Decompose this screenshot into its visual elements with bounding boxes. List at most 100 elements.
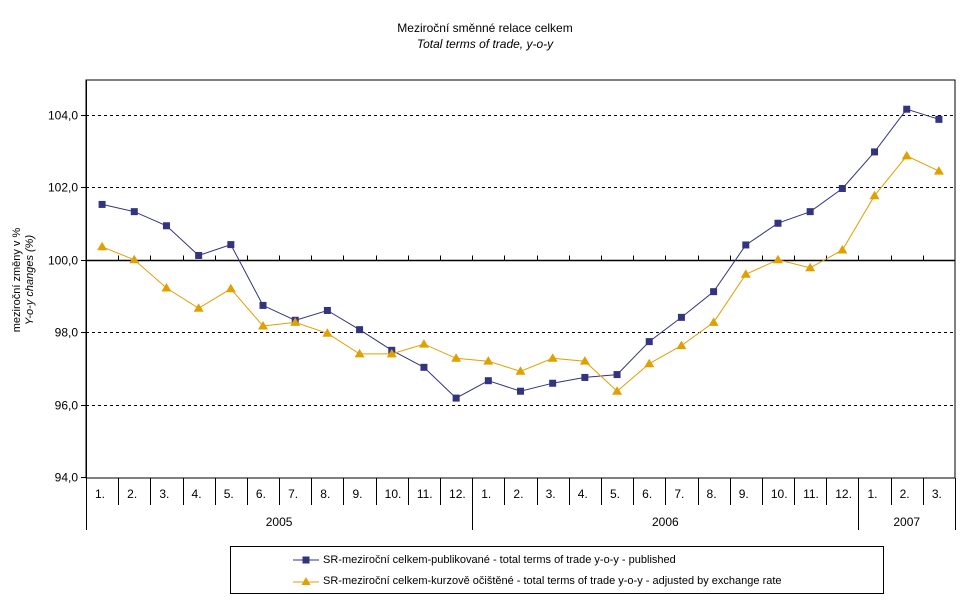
data-point-adjusted: [547, 353, 558, 362]
data-point-adjusted: [483, 356, 494, 365]
y-axis-title-en: Y-o-y changes (%): [24, 235, 36, 326]
x-tick-label: 9.: [352, 487, 362, 501]
data-point-adjusted: [129, 254, 140, 264]
data-point-adjusted: [451, 353, 462, 362]
year-label: 2006: [652, 515, 679, 529]
data-point-adjusted: [612, 386, 623, 395]
data-point-published: [774, 219, 782, 227]
data-point-published: [581, 373, 589, 381]
data-point-published: [98, 200, 106, 208]
data-point-published: [742, 241, 750, 249]
data-point-published: [903, 105, 911, 113]
data-point-adjusted: [515, 366, 526, 375]
x-tick-label: 2.: [127, 487, 137, 501]
data-point-published: [806, 208, 814, 216]
data-point-adjusted: [322, 328, 333, 337]
x-tick-label: 3.: [159, 487, 169, 501]
data-point-published: [227, 241, 235, 249]
plot-area: [85, 79, 956, 479]
x-tick-label: 5.: [610, 487, 620, 501]
y-tick-label: 104,0: [48, 109, 78, 123]
x-tick-label: 12.: [835, 487, 852, 501]
data-point-adjusted: [225, 283, 236, 293]
data-point-published: [710, 288, 718, 296]
data-point-published: [323, 306, 331, 314]
legend-label-adjusted: SR-meziroční celkem-kurzově očištěné - t…: [323, 575, 782, 587]
x-tick-label: 4.: [192, 487, 202, 501]
legend-triangle-marker-icon: [293, 577, 319, 585]
x-tick-label: 2.: [513, 487, 523, 501]
x-tick-label: 8.: [707, 487, 717, 501]
legend: SR-meziroční celkem-publikované - total …: [230, 546, 884, 594]
data-point-adjusted: [772, 254, 783, 264]
x-tick-label: 12.: [449, 487, 466, 501]
data-point-published: [452, 394, 460, 402]
data-point-published: [130, 208, 138, 216]
data-point-published: [838, 184, 846, 192]
data-point-adjusted: [418, 339, 429, 348]
y-tick-label: 102,0: [48, 181, 78, 195]
x-tick-label: 1.: [95, 487, 105, 501]
data-point-adjusted: [193, 303, 204, 312]
x-tick-label: 10.: [385, 487, 402, 501]
x-tick-label: 1.: [867, 487, 877, 501]
legend-square-marker-icon: [293, 556, 319, 564]
data-point-adjusted: [740, 269, 751, 278]
x-tick-label: 3.: [932, 487, 942, 501]
data-point-published: [677, 313, 685, 321]
data-point-adjusted: [676, 340, 687, 350]
y-tick-label: 94,0: [55, 471, 79, 485]
data-point-adjusted: [258, 321, 269, 330]
data-point-adjusted: [579, 356, 590, 365]
year-label: 2007: [893, 515, 920, 529]
x-tick-label: 6.: [256, 487, 266, 501]
x-tick-label: 2.: [900, 487, 910, 501]
data-point-adjusted: [97, 241, 108, 251]
legend-label-published: SR-meziroční celkem-publikované - total …: [323, 554, 676, 566]
data-point-adjusted: [837, 245, 848, 254]
data-point-published: [420, 363, 428, 371]
data-point-published: [356, 326, 364, 334]
data-point-adjusted: [805, 262, 816, 272]
x-tick-label: 3.: [546, 487, 556, 501]
x-tick-label: 4.: [578, 487, 588, 501]
x-tick-label: 5.: [224, 487, 234, 501]
data-point-published: [613, 371, 621, 379]
x-tick-label: 11.: [417, 487, 433, 501]
data-point-published: [645, 338, 653, 346]
data-point-adjusted: [708, 317, 719, 326]
x-tick-label: 10.: [771, 487, 788, 501]
data-point-published: [162, 222, 170, 230]
data-point-adjusted: [933, 166, 944, 175]
x-tick-label: 7.: [674, 487, 684, 501]
data-point-published: [935, 115, 943, 123]
data-point-adjusted: [901, 150, 912, 160]
legend-item-published: SR-meziroční celkem-publikované - total …: [293, 552, 676, 568]
x-tick-label: 6.: [642, 487, 652, 501]
data-point-adjusted: [386, 348, 397, 358]
chart-title: Meziroční směnné relace celkem: [397, 21, 573, 35]
data-point-adjusted: [290, 317, 301, 326]
data-point-published: [871, 148, 879, 156]
y-tick-label: 98,0: [55, 326, 79, 340]
y-axis-title: meziroční změny v %: [11, 228, 23, 333]
data-point-published: [195, 251, 203, 259]
data-point-published: [484, 377, 492, 385]
y-tick-label: 96,0: [55, 399, 79, 413]
data-point-adjusted: [354, 348, 365, 358]
x-tick-label: 8.: [320, 487, 330, 501]
chart-subtitle: Total terms of trade, y-o-y: [416, 37, 554, 51]
x-tick-label: 11.: [803, 487, 819, 501]
data-point-published: [549, 379, 557, 387]
x-tick-label: 7.: [288, 487, 298, 501]
data-point-adjusted: [644, 358, 655, 368]
x-tick-label: 9.: [739, 487, 749, 501]
x-tick-label: 1.: [481, 487, 491, 501]
legend-item-adjusted: SR-meziroční celkem-kurzově očištěné - t…: [293, 573, 782, 589]
data-point-published: [517, 387, 524, 395]
data-point-published: [259, 301, 267, 309]
y-tick-label: 100,0: [48, 254, 78, 268]
data-point-adjusted: [161, 283, 172, 292]
year-label: 2005: [266, 515, 293, 529]
